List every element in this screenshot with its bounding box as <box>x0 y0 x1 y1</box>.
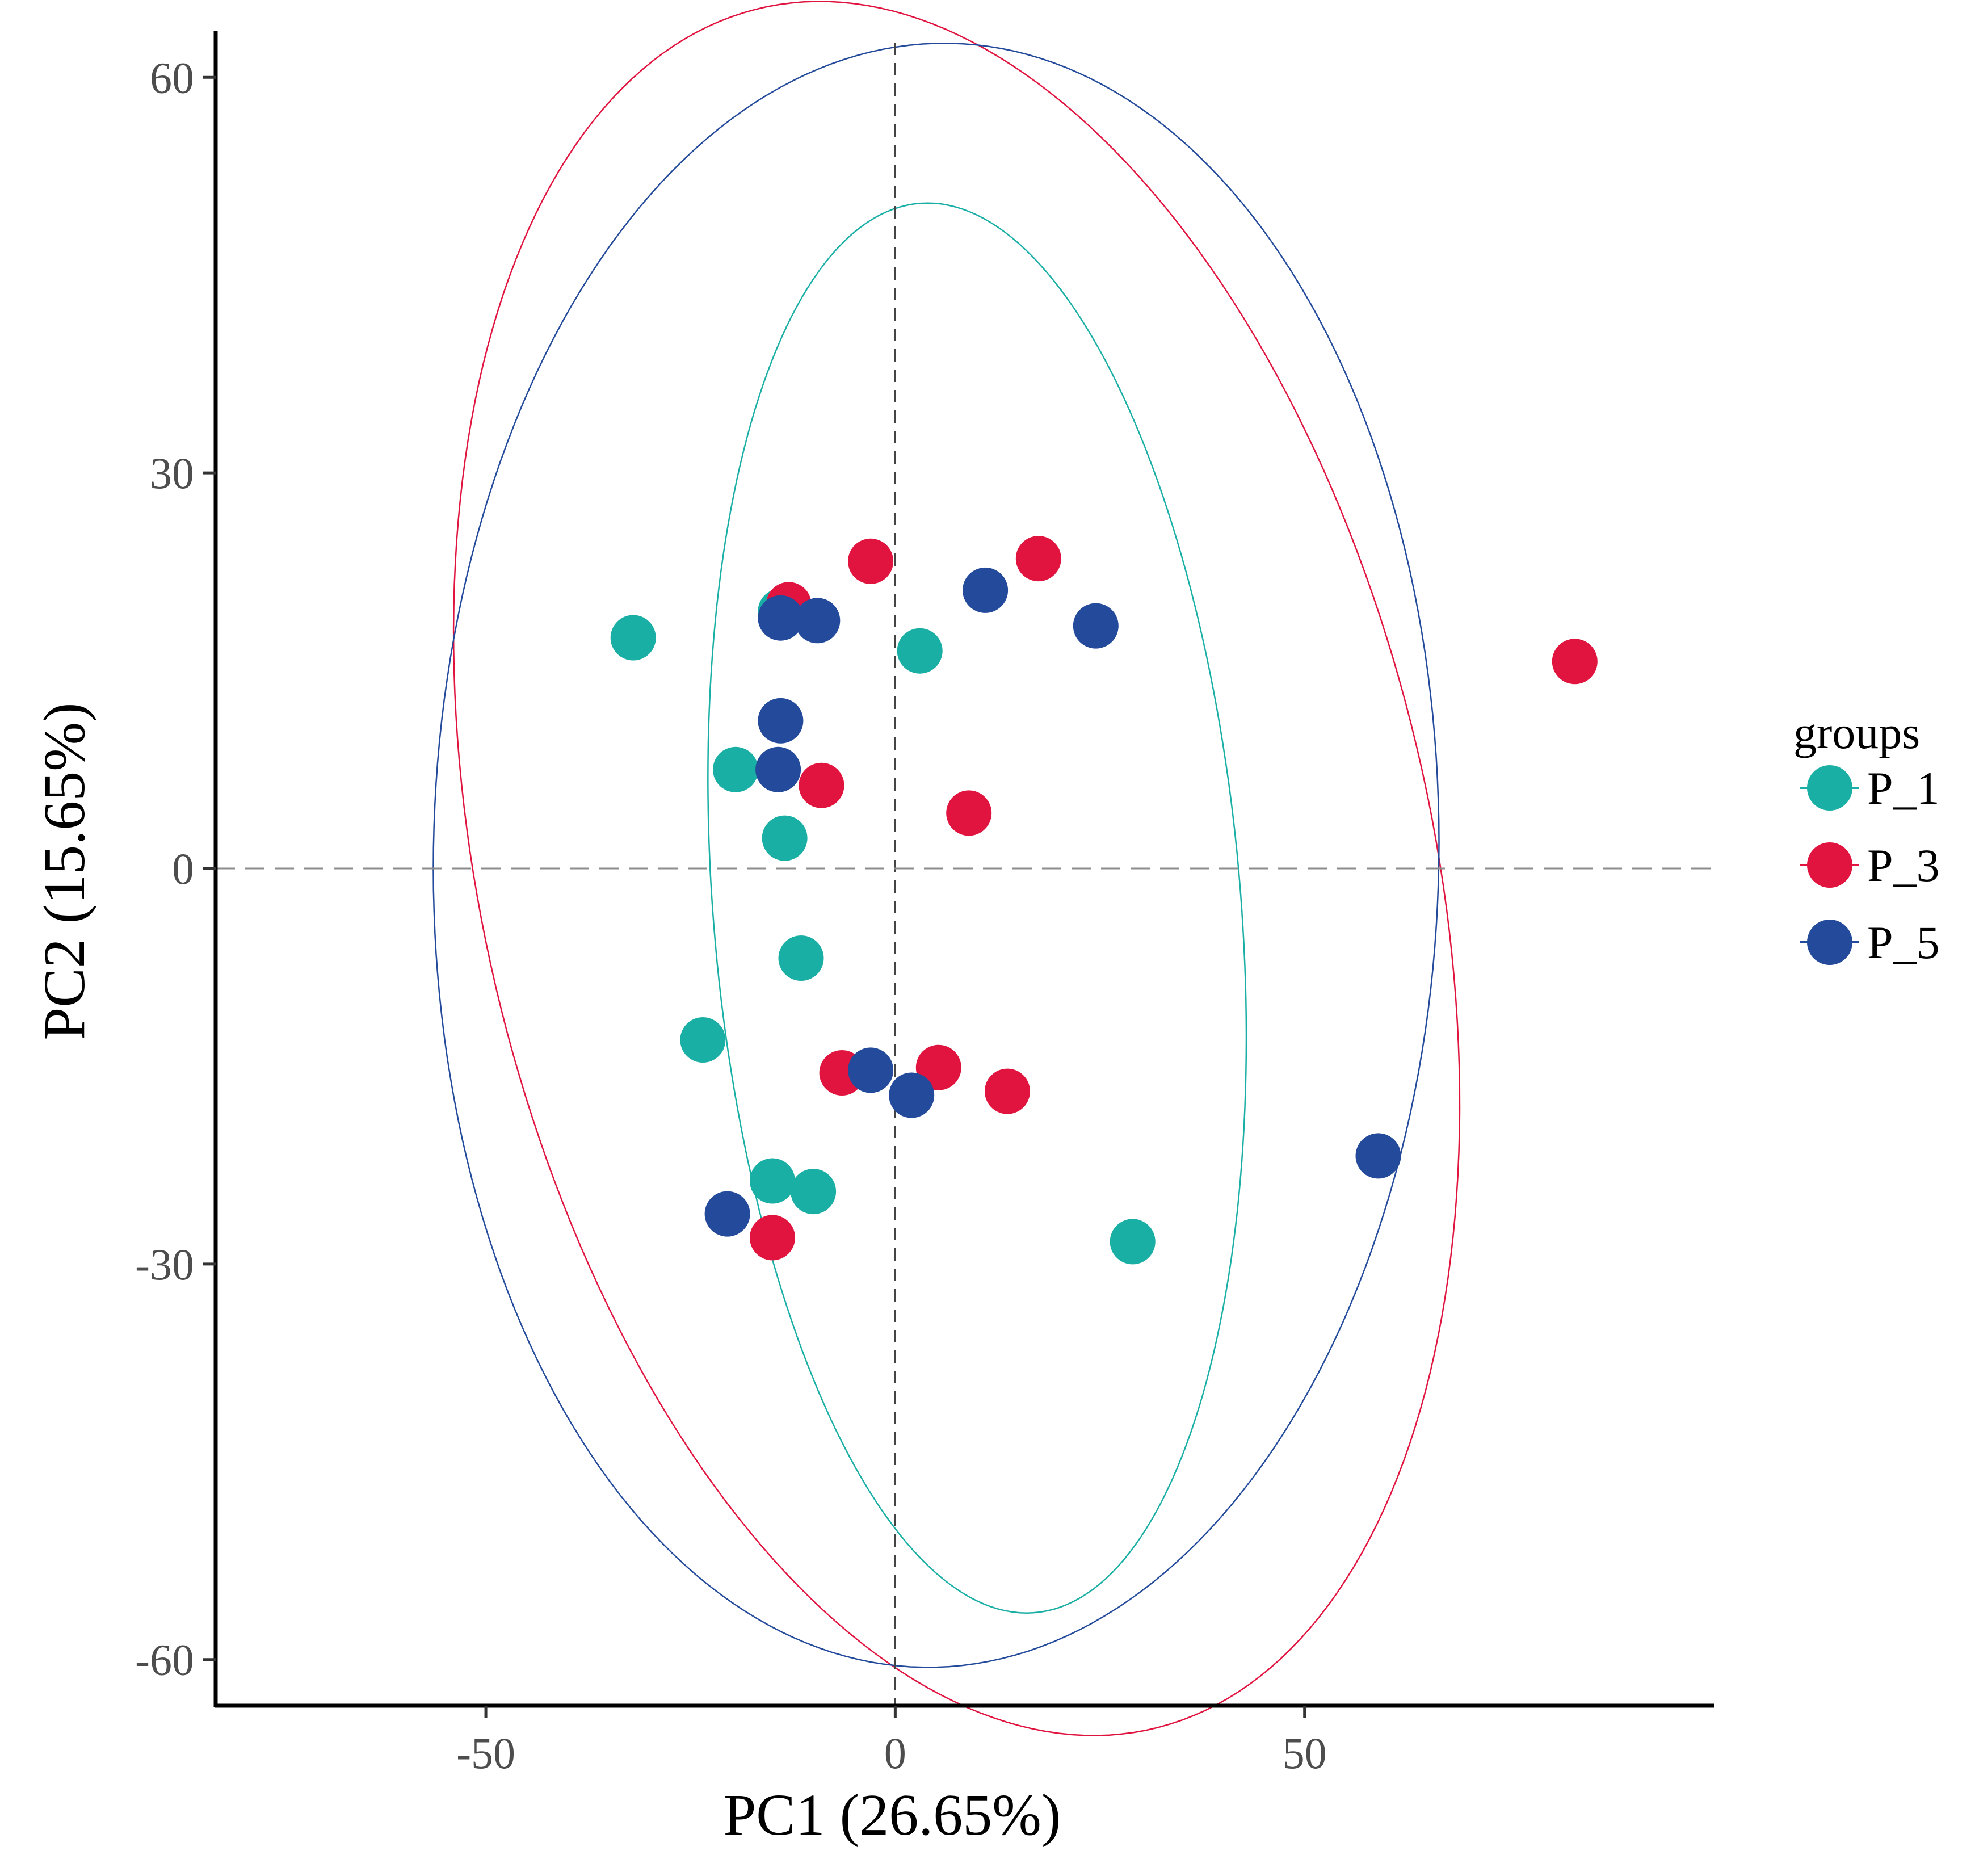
x-tick-label: 0 <box>884 1728 906 1778</box>
data-point-p-5-4 <box>1073 603 1119 649</box>
y-tick-label: -60 <box>135 1635 194 1685</box>
data-point-p-1-10 <box>1110 1219 1156 1265</box>
data-point-p-5-3 <box>795 598 841 644</box>
ellipse-p-1 <box>707 202 1247 1614</box>
y-tick-label: 0 <box>172 844 194 893</box>
legend-label: P_3 <box>1867 840 1940 891</box>
data-point-p-3-9 <box>985 1068 1030 1114</box>
data-point-p-1-1 <box>610 615 656 661</box>
legend-key-marker <box>1807 920 1852 965</box>
data-point-p-5-9 <box>704 1191 750 1237</box>
ellipse-p-3 <box>452 1 1461 1736</box>
data-point-p-3-2 <box>1015 536 1061 582</box>
legend-item-p-5: P_5 <box>1800 917 1940 968</box>
legend-label: P_5 <box>1867 917 1940 968</box>
data-point-p-1-6 <box>778 935 824 981</box>
data-point-p-1-9 <box>791 1169 837 1215</box>
y-tick-label: 30 <box>150 448 194 498</box>
data-point-p-3-1 <box>848 538 894 584</box>
y-tick-label: -30 <box>135 1240 194 1289</box>
legend-title: groups <box>1793 707 1920 758</box>
data-point-p-5-1 <box>963 567 1009 613</box>
data-point-p-5-5 <box>758 698 804 744</box>
data-point-p-1-4 <box>713 746 759 792</box>
ellipse-layer <box>432 1 1461 1736</box>
legend: groups P_1 P_3 P_5 <box>1793 707 1940 968</box>
ellipse-p-5 <box>432 42 1440 1668</box>
legend-item-p-3: P_3 <box>1800 840 1940 891</box>
data-point-p-3-4 <box>1552 639 1598 685</box>
legend-item-p-1: P_1 <box>1800 762 1940 814</box>
data-point-p-1-7 <box>680 1017 726 1063</box>
data-point-p-5-8 <box>889 1072 935 1118</box>
data-point-p-5-7 <box>848 1047 894 1093</box>
data-point-p-3-5 <box>799 762 844 808</box>
data-point-p-3-6 <box>946 790 992 836</box>
data-point-p-3-10 <box>750 1215 795 1261</box>
legend-key-marker <box>1807 842 1852 888</box>
x-axis-title: PC1 (26.65%) <box>723 1782 1061 1848</box>
legend-items: P_1 P_3 P_5 <box>1800 762 1940 968</box>
data-point-p-5-6 <box>755 746 801 792</box>
y-tick-label: 60 <box>150 53 194 102</box>
point-layer <box>610 536 1598 1265</box>
data-point-p-1-5 <box>762 815 808 861</box>
data-point-p-1-3 <box>897 628 943 674</box>
data-point-p-1-8 <box>750 1158 795 1204</box>
legend-key-marker <box>1807 765 1852 811</box>
legend-label: P_1 <box>1867 762 1940 814</box>
x-tick-label: 50 <box>1283 1728 1327 1778</box>
data-point-p-5-2 <box>758 595 804 641</box>
y-axis-title: PC2 (15.65%) <box>32 702 97 1040</box>
axes: -50 0 50 -60 -30 0 30 60 <box>135 31 1714 1778</box>
x-tick-label: -50 <box>456 1728 515 1778</box>
data-point-p-5-10 <box>1355 1133 1401 1179</box>
reference-lines <box>216 43 1714 1706</box>
